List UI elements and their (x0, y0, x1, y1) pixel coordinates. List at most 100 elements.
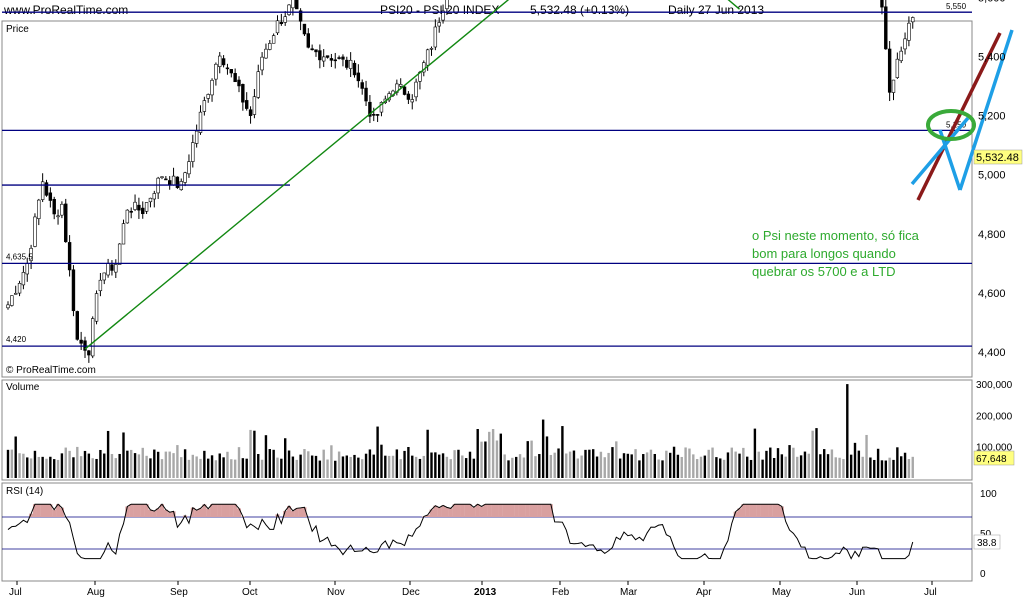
rsi-overbought-fill (533, 504, 538, 517)
candle-body (14, 292, 18, 295)
rsi-overbought-fill (48, 504, 53, 517)
x-tick-label: Apr (696, 587, 712, 598)
volume-bar (414, 456, 418, 478)
rsi-overbought-fill (772, 504, 777, 517)
volume-bar (749, 459, 753, 478)
quote-text: 5,532.48 (+0.13%) (530, 3, 629, 17)
candle-body (433, 26, 438, 48)
volume-bar (815, 428, 818, 478)
rsi-overbought-fill (429, 509, 434, 517)
volume-bar (257, 453, 260, 478)
volume-bar (95, 458, 98, 478)
volume-bar (330, 445, 333, 478)
price-panel-label: Price (6, 24, 29, 35)
volume-bar (661, 460, 664, 478)
rsi-overbought-fill (125, 506, 130, 517)
volume-bar (873, 459, 876, 478)
last-rsi-text: 38.8 (977, 538, 997, 549)
candle-body (907, 22, 911, 41)
volume-bar (299, 454, 302, 478)
volume-bar (272, 449, 275, 478)
candle-body (279, 21, 284, 25)
rsi-overbought-fill (129, 504, 134, 517)
volume-bar (357, 457, 360, 478)
candle-body (67, 242, 72, 271)
volume-bar (803, 451, 807, 478)
volume-bar (118, 453, 121, 478)
volume-bar (869, 457, 872, 478)
volume-bar (276, 457, 279, 478)
candle-body (360, 82, 364, 89)
volume-bar (846, 384, 849, 478)
candle-body (56, 215, 60, 218)
rsi-overbought-fill (217, 504, 222, 517)
volume-bar (376, 426, 379, 478)
candle-body (414, 81, 418, 98)
volume-bar (106, 430, 110, 478)
candle-body (880, 0, 884, 8)
candle-body (48, 192, 53, 201)
rsi-overbought-fill (764, 504, 769, 517)
candle-body (210, 79, 214, 96)
volume-bar (183, 449, 187, 478)
price-tick-label: 4,600 (978, 288, 1006, 300)
volume-bar (761, 459, 764, 478)
volume-bar (237, 447, 241, 478)
rsi-overbought-fill (40, 504, 45, 517)
rsi-overbought-fill (760, 504, 765, 517)
drawn-trendlines (84, 0, 1014, 350)
volume-bar (37, 456, 40, 478)
volume-bar (430, 452, 433, 478)
volume-bar (133, 453, 137, 478)
rsi-overbought-fill (302, 507, 307, 517)
volume-bar (665, 450, 668, 478)
volume-bar (83, 450, 87, 478)
volume-bar (49, 456, 52, 478)
candle-body (187, 161, 191, 175)
volume-bar (322, 449, 325, 478)
volume-bar (207, 458, 210, 478)
candle-body (71, 269, 76, 312)
candle-body (110, 264, 114, 271)
candle-body (137, 204, 141, 211)
volume-bar (796, 456, 799, 478)
volume-bar (380, 444, 383, 478)
volume-bar (76, 446, 79, 478)
candle-body (887, 48, 892, 93)
rsi-overbought-fill (32, 504, 37, 517)
rsi-overbought-fill (448, 508, 453, 517)
rsi-overbought-fill (136, 504, 141, 517)
volume-bar (341, 456, 345, 478)
volume-bar (72, 457, 75, 478)
last-rsi-badge (973, 534, 1001, 550)
candle-body (17, 283, 22, 294)
volume-bar (561, 426, 564, 478)
volume-bar (819, 454, 822, 478)
volume-bar (149, 458, 152, 478)
volume-bar (549, 454, 553, 478)
volume-bar (168, 451, 171, 478)
volume-bar (884, 460, 887, 478)
volume-bar (364, 453, 368, 478)
volume-bar (480, 441, 483, 478)
candle-body (60, 203, 64, 216)
candle-body (141, 207, 145, 215)
volume-bar (861, 456, 864, 478)
rsi-overbought-fill (464, 504, 469, 517)
volume-bar (799, 455, 803, 478)
volume-bar (137, 454, 141, 478)
candle-body (341, 56, 345, 60)
volume-bar (592, 449, 595, 478)
volume-bar (245, 458, 248, 478)
volume-bar (287, 450, 291, 478)
candle-body (268, 43, 272, 50)
volume-bar (530, 440, 533, 478)
rsi-overbought-fill (483, 504, 488, 517)
candle-body (398, 84, 403, 87)
candle-body (229, 69, 233, 74)
instrument-title: PSI20 - PSI 20 INDEX (380, 3, 499, 17)
volume-bar (688, 448, 691, 478)
volume-bar (784, 456, 787, 478)
